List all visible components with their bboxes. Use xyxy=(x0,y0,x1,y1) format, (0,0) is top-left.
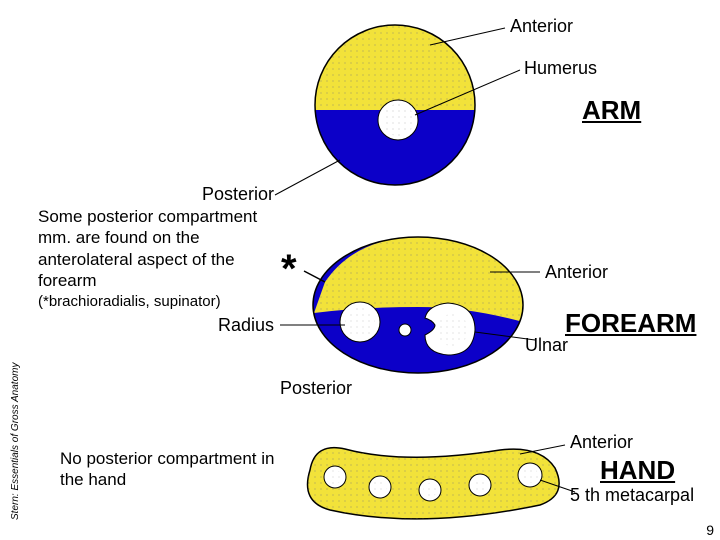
label-anterior-arm: Anterior xyxy=(510,16,573,37)
label-ulnar: Ulnar xyxy=(525,335,568,356)
vertical-citation: Stern: Essentials of Gross Anatomy xyxy=(10,363,21,520)
heading-hand: HAND xyxy=(600,455,675,486)
label-posterior-arm: Posterior xyxy=(202,184,274,205)
label-radius: Radius xyxy=(218,315,274,336)
label-anterior-forearm: Anterior xyxy=(545,262,608,283)
heading-arm: ARM xyxy=(582,95,641,126)
label-humerus: Humerus xyxy=(524,58,597,79)
note-forearm: Some posterior compartment mm. are found… xyxy=(38,206,288,291)
label-posterior-forearm: Posterior xyxy=(280,378,352,399)
note-forearm-sub: (*brachioradialis, supinator) xyxy=(38,293,221,312)
note-hand: No posterior compartment in the hand xyxy=(60,448,300,491)
label-anterior-hand: Anterior xyxy=(570,432,633,453)
page-number: 9 xyxy=(706,522,714,538)
label-metacarpal: 5 th metacarpal xyxy=(570,485,694,506)
heading-forearm: FOREARM xyxy=(565,308,696,339)
